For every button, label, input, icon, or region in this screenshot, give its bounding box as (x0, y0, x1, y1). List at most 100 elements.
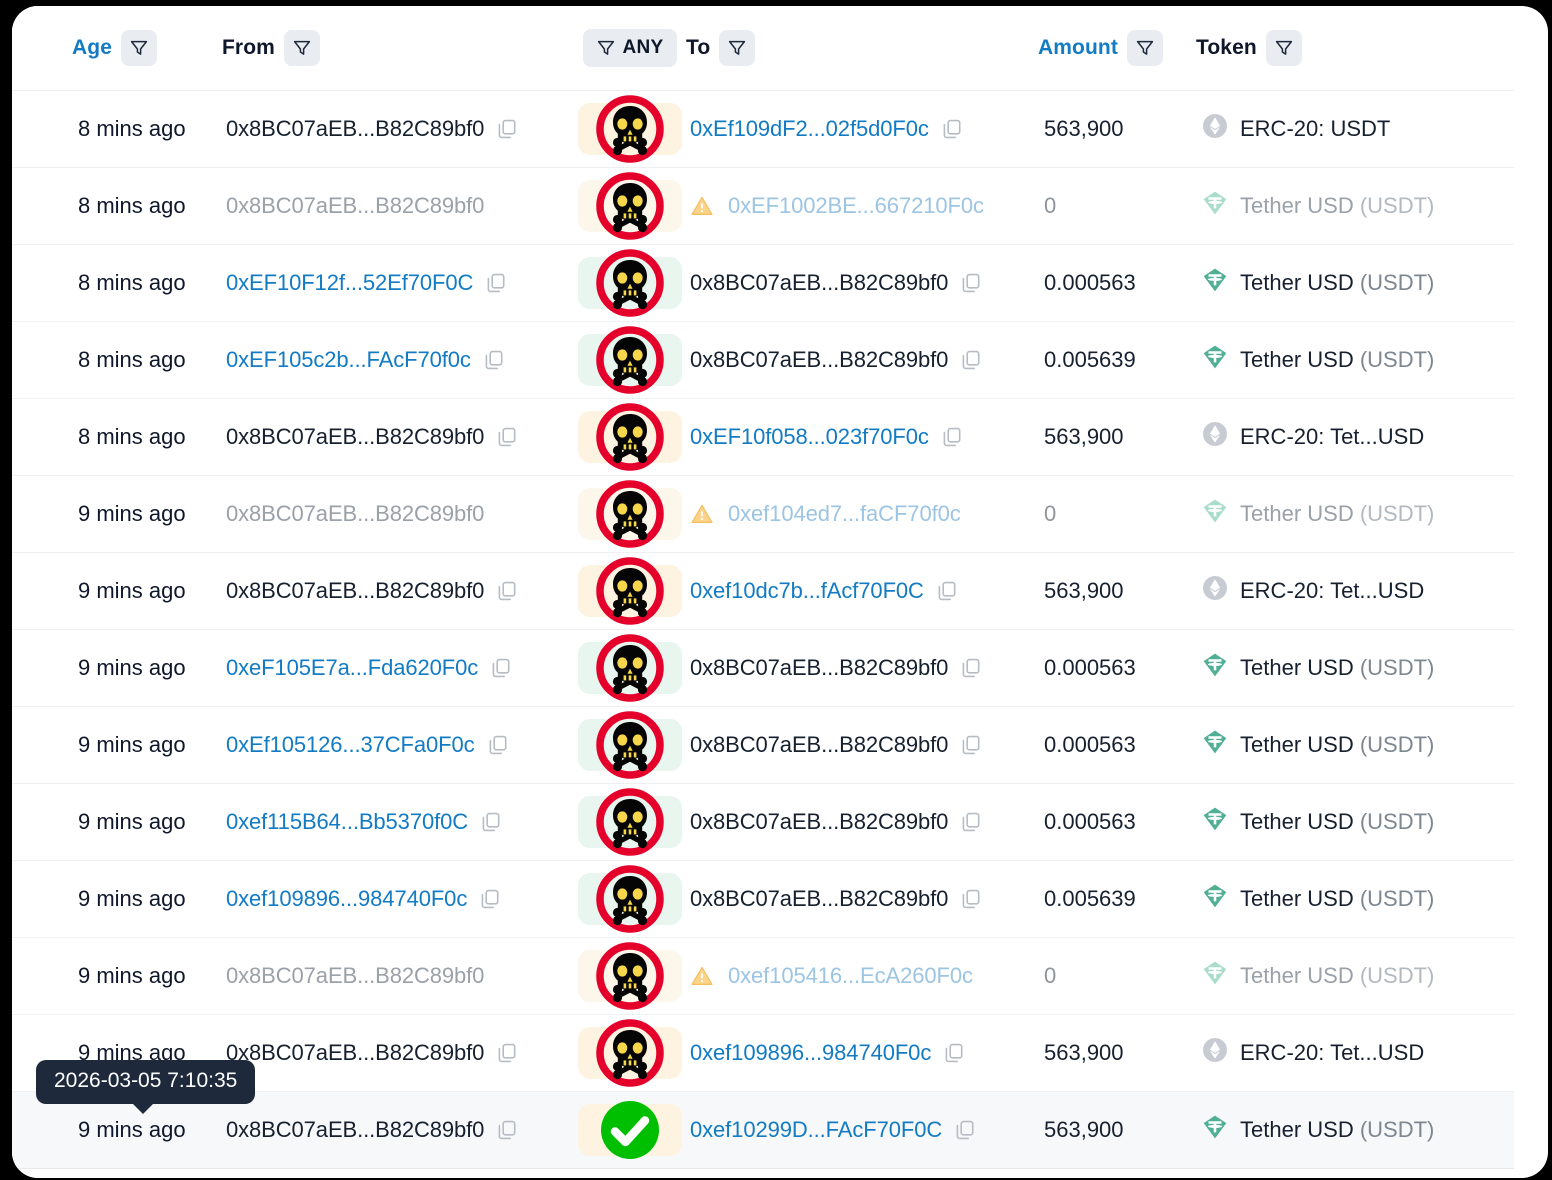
age-text[interactable]: 8 mins ago (78, 346, 186, 372)
to-address[interactable]: 0x8BC07aEB...B82C89bf0 (690, 885, 949, 911)
column-label-age[interactable]: Age (72, 35, 112, 59)
copy-icon[interactable] (496, 580, 518, 602)
cell-to-address[interactable]: 0xEf109dF2...02f5d0F0c (686, 90, 1038, 168)
copy-icon[interactable] (941, 426, 963, 448)
table-row[interactable]: 28 mins ago 0x8BC07aEB...B82C89bf0 0xEF100… (12, 167, 1514, 245)
token-label[interactable]: Tether USD (USDT) (1240, 270, 1434, 296)
column-header-amount[interactable]: Amount (1038, 6, 1196, 91)
skull-icon[interactable] (594, 555, 666, 627)
token-label[interactable]: Tether USD (USDT) (1240, 886, 1434, 912)
copy-icon[interactable] (943, 1042, 965, 1064)
skull-icon[interactable] (594, 632, 666, 704)
copy-icon[interactable] (960, 272, 982, 294)
cell-token[interactable]: ERC-20: Tet...USD (1196, 552, 1514, 630)
filter-icon-token[interactable] (1265, 29, 1302, 66)
cell-risk-flag[interactable] (574, 244, 686, 322)
age-text[interactable]: 9 mins ago (78, 1116, 186, 1142)
cell-from-address[interactable]: 0x8BC07aEB...B82C89bf0 (222, 475, 574, 553)
cell-token[interactable]: Tether USD (USDT) (1196, 244, 1514, 322)
cell-to-address[interactable]: 0x8BC07aEB...B82C89bf0 (686, 244, 1038, 322)
cell-age[interactable]: 9 mins ago (72, 706, 222, 784)
cell-to-address[interactable]: 0xef105416...EcA260F0c (686, 937, 1038, 1015)
from-address[interactable]: 0xef115B64...Bb5370f0C (226, 808, 469, 834)
cell-block-number[interactable]: 8 (12, 398, 72, 476)
cell-from-address[interactable]: 0xEF10F12f...52Ef70F0C (222, 244, 574, 322)
cell-token[interactable]: Tether USD (USDT) (1196, 629, 1514, 707)
table-row[interactable]: 69 mins ago 0xef109896...984740F0c 0x8BC07… (12, 860, 1514, 938)
copy-icon[interactable] (960, 734, 982, 756)
age-text[interactable]: 9 mins ago (78, 654, 186, 680)
cell-age[interactable]: 8 mins ago (72, 90, 222, 168)
column-header-from[interactable]: From (222, 6, 574, 91)
cell-to-address[interactable]: 0x8BC07aEB...B82C89bf0 (686, 706, 1038, 784)
cell-age[interactable]: 8 mins ago (72, 321, 222, 399)
cell-from-address[interactable]: 0xeF105E7a...Fda620F0c (222, 629, 574, 707)
token-label[interactable]: ERC-20: Tet...USD (1240, 1040, 1424, 1066)
filter-icon-amount[interactable] (1126, 29, 1163, 66)
cell-to-address[interactable]: 0xEF10f058...023f70F0c (686, 398, 1038, 476)
from-address[interactable]: 0xEF10F12f...52Ef70F0C (226, 269, 474, 295)
from-address[interactable]: 0xEf105126...37CFa0F0c (226, 731, 475, 757)
table-scroll-viewport[interactable]: Age From (12, 6, 1514, 1178)
table-row[interactable]: 79 mins ago 0x8BC07aEB...B82C89bf0 0xef104… (12, 475, 1514, 553)
age-text[interactable]: 9 mins ago (78, 500, 186, 526)
cell-to-address[interactable]: 0xef104ed7...faCF70f0c (686, 475, 1038, 553)
age-text[interactable]: 8 mins ago (78, 269, 186, 295)
skull-icon[interactable] (594, 324, 666, 396)
cell-age[interactable]: 8 mins ago (72, 398, 222, 476)
cell-risk-flag[interactable] (574, 90, 686, 168)
from-address[interactable]: 0x8BC07aEB...B82C89bf0 (226, 1116, 485, 1142)
cell-block-number[interactable]: 6 (12, 860, 72, 938)
column-header-age[interactable]: Age (72, 6, 222, 91)
check-icon[interactable] (594, 1094, 666, 1166)
cell-block-number[interactable]: 6 (12, 629, 72, 707)
cell-token[interactable]: ERC-20: USDT (1196, 90, 1514, 168)
to-address[interactable]: 0x8BC07aEB...B82C89bf0 (690, 808, 949, 834)
cell-to-address[interactable]: 0xef10299D...FAcF70F0C (686, 1091, 1038, 1169)
copy-icon[interactable] (936, 580, 958, 602)
cell-risk-flag[interactable] (574, 1091, 686, 1169)
to-address[interactable]: 0xef104ed7...faCF70f0c (728, 500, 961, 526)
from-address[interactable]: 0x8BC07aEB...B82C89bf0 (226, 423, 485, 449)
cell-risk-flag[interactable] (574, 167, 686, 245)
table-row[interactable]: 88 mins ago 0xEF105c2b...FAcF70f0c 0x8BC07… (12, 321, 1514, 399)
column-header-token[interactable]: Token (1196, 6, 1514, 91)
token-label[interactable]: Tether USD (USDT) (1240, 193, 1434, 219)
copy-icon[interactable] (960, 888, 982, 910)
column-header-to[interactable]: To (686, 6, 1038, 91)
age-text[interactable]: 9 mins ago (78, 731, 186, 757)
table-row[interactable]: 88 mins ago 0x8BC07aEB...B82C89bf0 0xEF10f… (12, 398, 1514, 476)
cell-block-number[interactable]: 8 (12, 244, 72, 322)
age-text[interactable]: 9 mins ago (78, 577, 186, 603)
table-row[interactable]: 88 mins ago 0xEF10F12f...52Ef70F0C 0x8BC07… (12, 244, 1514, 322)
token-label[interactable]: ERC-20: Tet...USD (1240, 424, 1424, 450)
copy-icon[interactable] (496, 1119, 518, 1141)
column-header-flag[interactable]: ANY (574, 6, 686, 91)
from-address[interactable]: 0xef109896...984740F0c (226, 885, 468, 911)
copy-icon[interactable] (496, 426, 518, 448)
copy-icon[interactable] (954, 1119, 976, 1141)
cell-risk-flag[interactable] (574, 783, 686, 861)
age-text[interactable]: 9 mins ago (78, 962, 186, 988)
cell-risk-flag[interactable] (574, 475, 686, 553)
filter-icon-age[interactable] (120, 29, 157, 66)
skull-icon[interactable] (594, 401, 666, 473)
skull-icon[interactable] (594, 93, 666, 165)
from-address[interactable]: 0x8BC07aEB...B82C89bf0 (226, 192, 485, 218)
cell-from-address[interactable]: 0xef115B64...Bb5370f0C (222, 783, 574, 861)
table-row[interactable]: 69 mins ago 0xef115B64...Bb5370f0C 0x8BC07… (12, 783, 1514, 861)
cell-risk-flag[interactable] (574, 1014, 686, 1092)
column-label-amount[interactable]: Amount (1038, 35, 1118, 59)
cell-risk-flag[interactable] (574, 552, 686, 630)
table-row[interactable]: 39 mins ago0x8BC07aEB...B82C89bf00xef102… (12, 1091, 1514, 1169)
token-label[interactable]: ERC-20: USDT (1240, 116, 1390, 142)
to-address[interactable]: 0xef10dc7b...fAcf70F0C (690, 577, 924, 603)
to-address[interactable]: 0xEf109dF2...02f5d0F0c (690, 115, 929, 141)
cell-token[interactable]: ERC-20: Tet...USD (1196, 398, 1514, 476)
cell-to-address[interactable]: 0xef109896...984740F0c (686, 1014, 1038, 1092)
cell-age[interactable]: 9 mins ago (72, 475, 222, 553)
token-label[interactable]: Tether USD (USDT) (1240, 809, 1434, 835)
token-label[interactable]: Tether USD (USDT) (1240, 963, 1434, 989)
cell-from-address[interactable]: 0x8BC07aEB...B82C89bf0 (222, 167, 574, 245)
cell-age[interactable]: 9 mins ago (72, 860, 222, 938)
